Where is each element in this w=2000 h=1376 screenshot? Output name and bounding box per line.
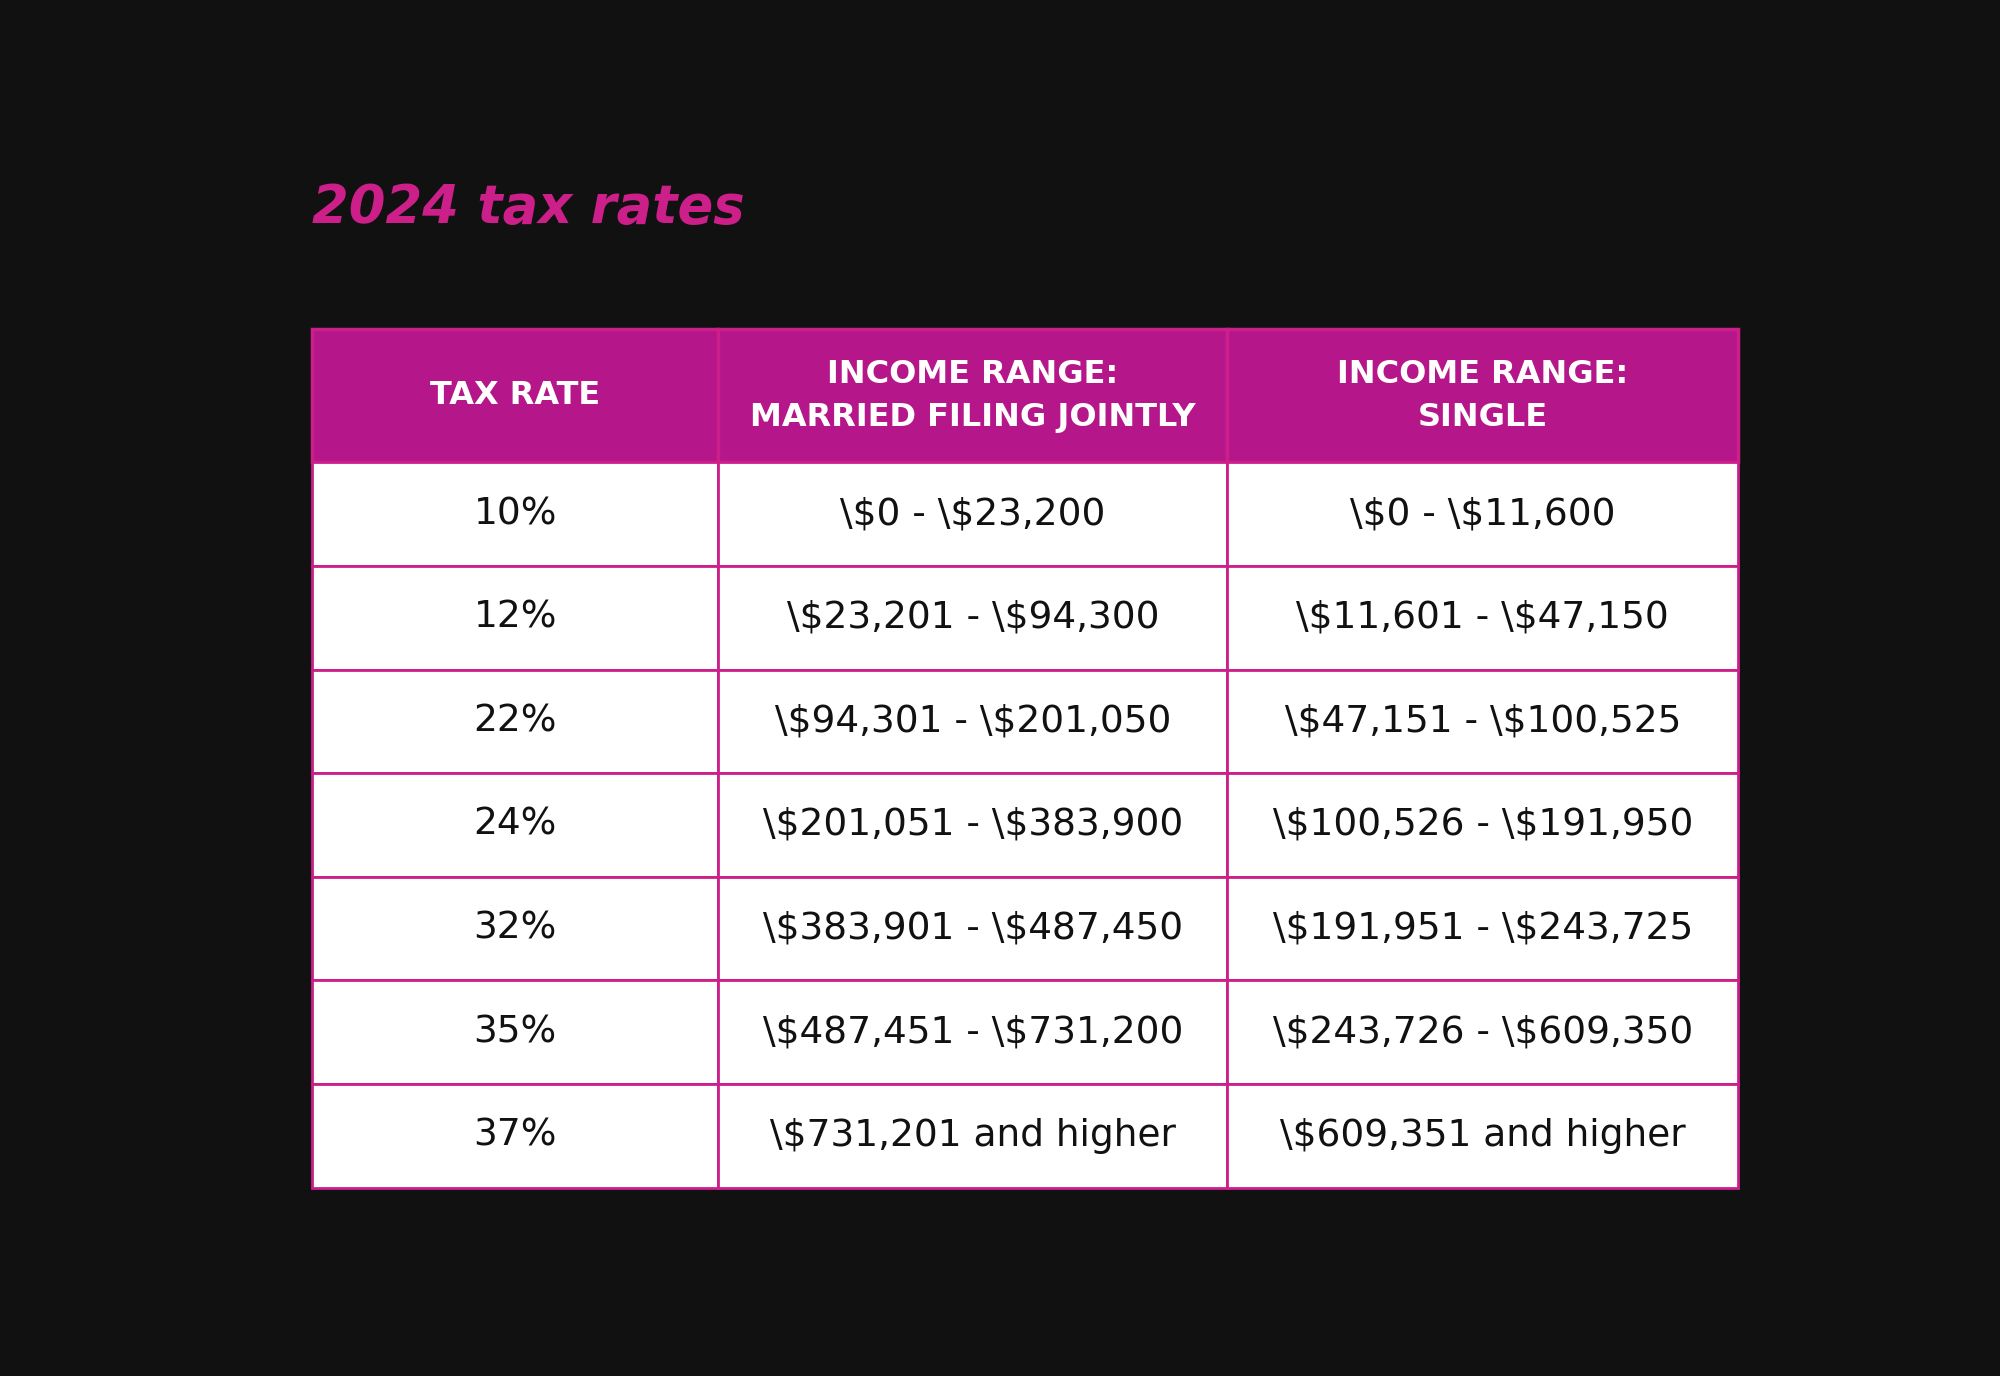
Text: \$94,301 - \$201,050: \$94,301 - \$201,050 [774, 703, 1172, 739]
Text: 22%: 22% [474, 703, 556, 739]
Bar [312, 773, 718, 877]
Bar [312, 670, 718, 773]
Bar [718, 1084, 1228, 1187]
Bar [312, 329, 718, 462]
Text: \$201,051 - \$383,900: \$201,051 - \$383,900 [762, 806, 1184, 843]
Bar [718, 670, 1228, 773]
Bar [312, 980, 718, 1084]
Bar [718, 462, 1228, 566]
Text: \$11,601 - \$47,150: \$11,601 - \$47,150 [1296, 600, 1670, 636]
Text: 10%: 10% [474, 497, 556, 533]
Text: \$0 - \$11,600: \$0 - \$11,600 [1350, 497, 1616, 533]
Text: 35%: 35% [474, 1014, 556, 1050]
Text: 32%: 32% [474, 911, 556, 947]
Bar [1228, 1084, 1738, 1187]
Bar [1228, 877, 1738, 980]
Bar [718, 566, 1228, 670]
Text: \$243,726 - \$609,350: \$243,726 - \$609,350 [1272, 1014, 1692, 1050]
Text: \$100,526 - \$191,950: \$100,526 - \$191,950 [1272, 806, 1692, 843]
Bar [718, 329, 1228, 462]
Bar [312, 1084, 718, 1187]
Text: \$47,151 - \$100,525: \$47,151 - \$100,525 [1284, 703, 1680, 739]
Text: \$731,201 and higher: \$731,201 and higher [770, 1117, 1176, 1153]
Bar [1228, 462, 1738, 566]
Text: \$487,451 - \$731,200: \$487,451 - \$731,200 [762, 1014, 1184, 1050]
Text: 12%: 12% [474, 600, 556, 636]
Text: \$383,901 - \$487,450: \$383,901 - \$487,450 [762, 911, 1184, 947]
Bar [312, 566, 718, 670]
Text: \$23,201 - \$94,300: \$23,201 - \$94,300 [786, 600, 1160, 636]
Bar [1228, 773, 1738, 877]
Bar [1228, 670, 1738, 773]
Text: \$0 - \$23,200: \$0 - \$23,200 [840, 497, 1106, 533]
Text: 24%: 24% [474, 806, 556, 843]
Bar [312, 462, 718, 566]
Text: TAX RATE: TAX RATE [430, 380, 600, 411]
Text: 37%: 37% [474, 1117, 556, 1153]
Text: \$191,951 - \$243,725: \$191,951 - \$243,725 [1272, 911, 1692, 947]
Bar [1228, 980, 1738, 1084]
Bar [718, 877, 1228, 980]
Text: \$609,351 and higher: \$609,351 and higher [1280, 1117, 1686, 1153]
Bar [718, 773, 1228, 877]
Text: INCOME RANGE:
SINGLE: INCOME RANGE: SINGLE [1338, 359, 1628, 433]
Text: INCOME RANGE:
MARRIED FILING JOINTLY: INCOME RANGE: MARRIED FILING JOINTLY [750, 359, 1196, 433]
Bar [718, 980, 1228, 1084]
Bar [1228, 329, 1738, 462]
Bar [1228, 566, 1738, 670]
Text: 2024 tax rates: 2024 tax rates [312, 182, 744, 234]
Bar [312, 877, 718, 980]
